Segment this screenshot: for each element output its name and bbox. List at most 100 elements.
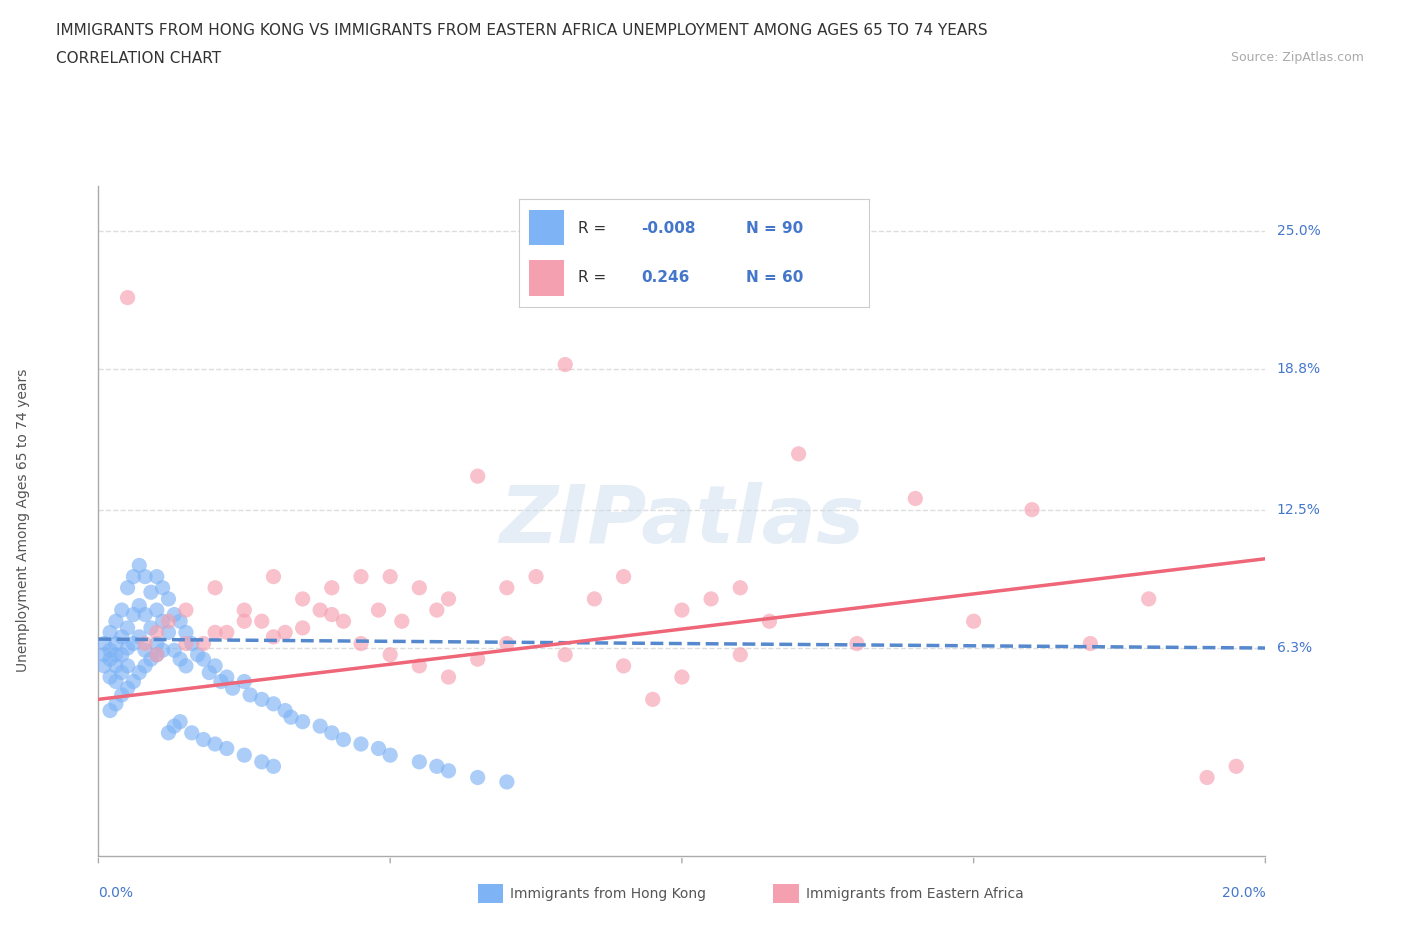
Point [215, 741, 238, 756]
Point [221, 681, 243, 696]
Point [332, 732, 354, 747]
Point [495, 775, 517, 790]
Point [250, 754, 273, 769]
Point [193, 732, 215, 747]
Point [274, 625, 297, 640]
Point [233, 603, 256, 618]
Point [111, 630, 134, 644]
Text: 0.0%: 0.0% [98, 886, 134, 900]
Point [146, 569, 169, 584]
Point [146, 647, 169, 662]
Point [163, 607, 186, 622]
Point [437, 764, 460, 778]
Point [180, 636, 202, 651]
Point [1225, 759, 1247, 774]
Point [350, 636, 373, 651]
Point [309, 603, 332, 618]
Point [262, 759, 284, 774]
Point [98, 643, 121, 658]
Point [350, 737, 373, 751]
Point [321, 607, 343, 622]
Point [467, 469, 489, 484]
Point [962, 614, 984, 629]
Point [291, 591, 314, 606]
Point [583, 591, 606, 606]
Point [787, 446, 810, 461]
Point [239, 687, 262, 702]
Point [233, 748, 256, 763]
Point [495, 580, 517, 595]
Point [128, 630, 150, 644]
Point [152, 643, 174, 658]
Point [728, 580, 751, 595]
Point [262, 697, 284, 711]
Point [104, 636, 127, 651]
Point [321, 580, 343, 595]
Point [122, 674, 145, 689]
Point [233, 674, 256, 689]
Point [134, 643, 156, 658]
Point [291, 714, 314, 729]
Point [204, 625, 226, 640]
Point [671, 670, 693, 684]
Point [671, 603, 693, 618]
Point [408, 754, 430, 769]
Point [111, 665, 134, 680]
Point [250, 614, 273, 629]
Point [209, 674, 232, 689]
Point [233, 614, 256, 629]
Point [117, 580, 139, 595]
Point [198, 665, 221, 680]
Point [93, 658, 115, 673]
Point [169, 714, 191, 729]
Point [332, 614, 354, 629]
Point [93, 647, 115, 662]
Point [554, 357, 576, 372]
Point [146, 636, 169, 651]
Point [98, 652, 121, 667]
Point [187, 647, 209, 662]
Text: ZIPatlas: ZIPatlas [499, 482, 865, 560]
Point [152, 614, 174, 629]
Point [111, 647, 134, 662]
Point [193, 636, 215, 651]
Point [117, 681, 139, 696]
Point [134, 607, 156, 622]
Point [174, 603, 197, 618]
Point [128, 598, 150, 613]
Point [215, 670, 238, 684]
Text: IMMIGRANTS FROM HONG KONG VS IMMIGRANTS FROM EASTERN AFRICA UNEMPLOYMENT AMONG A: IMMIGRANTS FROM HONG KONG VS IMMIGRANTS … [56, 23, 988, 38]
Point [193, 652, 215, 667]
Point [367, 603, 389, 618]
Point [378, 748, 402, 763]
Point [280, 710, 302, 724]
Point [215, 625, 238, 640]
Point [437, 670, 460, 684]
Point [262, 630, 284, 644]
Text: 12.5%: 12.5% [1277, 502, 1320, 517]
Point [163, 719, 186, 734]
Point [321, 725, 343, 740]
Point [1021, 502, 1043, 517]
Point [104, 647, 127, 662]
Point [163, 643, 186, 658]
Text: 25.0%: 25.0% [1277, 223, 1320, 238]
Point [157, 725, 180, 740]
Text: Unemployment Among Ages 65 to 74 years: Unemployment Among Ages 65 to 74 years [15, 369, 30, 672]
Point [426, 759, 449, 774]
Point [612, 569, 634, 584]
Point [104, 614, 127, 629]
Point [180, 725, 202, 740]
Point [122, 607, 145, 622]
Point [408, 580, 430, 595]
Point [157, 625, 180, 640]
Point [378, 647, 402, 662]
Point [152, 580, 174, 595]
Point [524, 569, 547, 584]
Point [495, 636, 517, 651]
Point [157, 591, 180, 606]
Point [262, 569, 284, 584]
Point [98, 625, 121, 640]
Point [204, 580, 226, 595]
Point [1137, 591, 1160, 606]
